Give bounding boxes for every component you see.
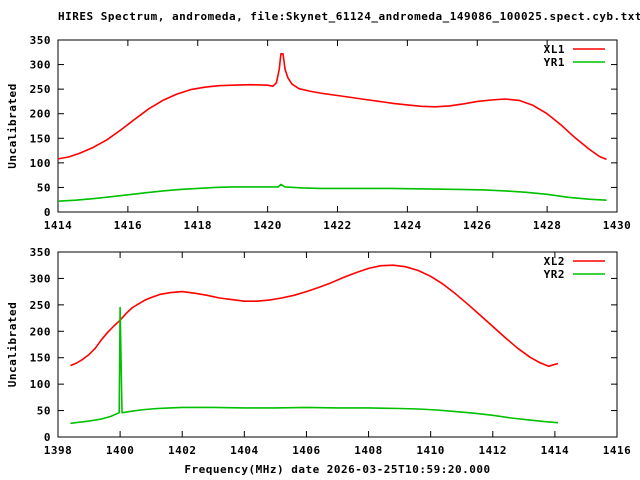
x-tick-label: 1424: [393, 219, 422, 232]
x-tick-label: 1402: [168, 444, 197, 457]
x-tick-label: 1416: [114, 219, 143, 232]
x-axis-label: Frequency(MHz) date 2026-03-25T10:59:20.…: [184, 463, 491, 476]
y-tick-label: 250: [30, 83, 51, 96]
x-tick-label: 1428: [533, 219, 562, 232]
x-tick-label: 1426: [463, 219, 492, 232]
y-tick-label: 100: [30, 378, 51, 391]
x-tick-label: 1408: [354, 444, 383, 457]
legend-label-XL1: XL1: [544, 43, 565, 56]
legend-label-YR2: YR2: [544, 268, 565, 281]
plot-title: HIRES Spectrum, andromeda, file:Skynet_6…: [58, 10, 640, 23]
chart-1: 1414 1416 1418 1420 1422 1424 1426 1428 1430 0 50 1…: [6, 34, 631, 232]
x-tick-label: 1430: [603, 219, 632, 232]
y-tick-label: 350: [30, 34, 51, 47]
x-tick-label: 1400: [106, 444, 135, 457]
x-tick-label: 1414: [541, 444, 570, 457]
x-tick-label: 1412: [479, 444, 508, 457]
x-tick-label: 1416: [603, 444, 632, 457]
y-tick-label: 150: [30, 352, 51, 365]
x-tick-label: 1414: [44, 219, 73, 232]
x-tick-label: 1406: [292, 444, 321, 457]
y-tick-label: 200: [30, 108, 51, 121]
series-line-YR1: [57, 183, 607, 202]
y-axis-label: Uncalibrated: [6, 302, 19, 387]
y-tick-label: 350: [30, 246, 51, 259]
legend-label-YR1: YR1: [544, 56, 565, 69]
y-tick-label: 300: [30, 272, 51, 285]
y-tick-label: 50: [37, 181, 51, 194]
x-tick-label: 1420: [253, 219, 282, 232]
y-tick-label: 300: [30, 59, 51, 72]
x-tick-label: 1398: [44, 444, 73, 457]
series-line-YR2: [70, 306, 559, 425]
y-tick-label: 250: [30, 299, 51, 312]
y-tick-label: 150: [30, 132, 51, 145]
series-line-XL1: [57, 52, 607, 161]
chart-2: 1398 1400 1402 1404 1406 1408 1410 1412 1414 1416…: [6, 246, 631, 457]
x-tick-label: 1422: [323, 219, 352, 232]
y-tick-label: 0: [44, 431, 51, 444]
series-line-XL2: [70, 264, 559, 368]
x-tick-label: 1404: [230, 444, 259, 457]
legend-label-XL2: XL2: [544, 255, 565, 268]
x-tick-label: 1418: [184, 219, 213, 232]
y-tick-label: 100: [30, 157, 51, 170]
plot-frame: [57, 251, 618, 438]
y-axis-label: Uncalibrated: [6, 83, 19, 168]
y-tick-label: 0: [44, 206, 51, 219]
y-tick-label: 50: [37, 405, 51, 418]
y-tick-label: 200: [30, 325, 51, 338]
x-tick-label: 1410: [416, 444, 445, 457]
plot-frame: [57, 39, 618, 213]
